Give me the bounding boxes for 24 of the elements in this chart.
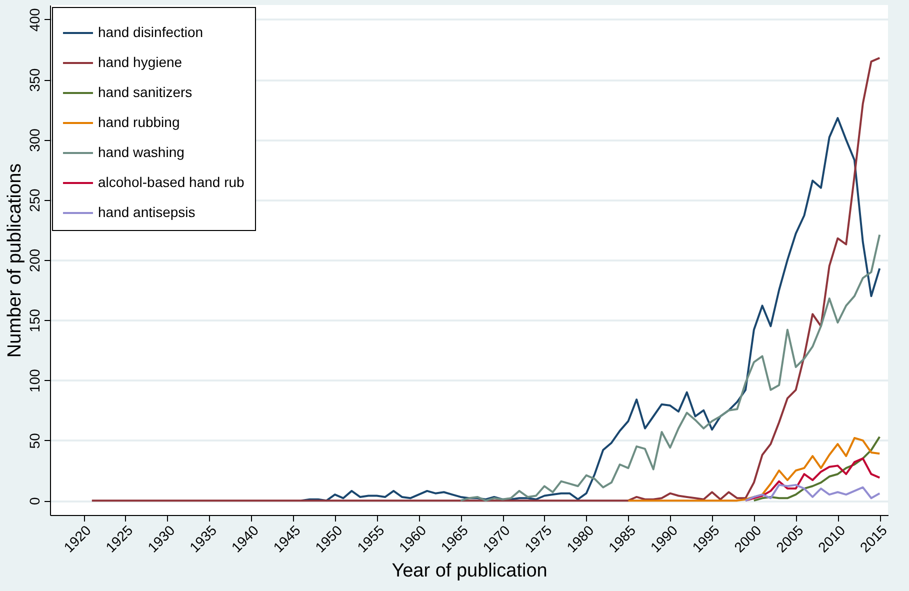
y-tick-label: 0 <box>26 496 42 505</box>
line-series <box>744 484 881 502</box>
line-series <box>90 56 881 502</box>
y-tick-label: 250 <box>26 188 42 212</box>
legend-label: hand antisepsis <box>98 204 196 220</box>
y-tick-label: 50 <box>26 432 42 449</box>
legend-label: alcohol-based hand rub <box>98 174 245 190</box>
y-tick-label: 350 <box>26 68 42 92</box>
line-series <box>460 234 881 502</box>
legend-label: hand rubbing <box>98 114 180 130</box>
y-tick-label: 200 <box>26 248 42 272</box>
y-tick-label: 300 <box>26 128 42 152</box>
y-tick-label: 400 <box>26 8 42 32</box>
line-series <box>752 436 881 502</box>
legend-label: hand sanitizers <box>98 84 192 100</box>
line-series <box>744 457 881 502</box>
y-tick-label: 100 <box>26 368 42 392</box>
y-axis-title: Number of publications <box>4 163 26 358</box>
legend-label: hand hygiene <box>98 54 182 70</box>
x-axis-title: Year of publication <box>392 560 548 582</box>
y-tick-label: 150 <box>26 308 42 332</box>
legend-label: hand disinfection <box>98 24 204 40</box>
legend-label: hand washing <box>98 144 184 160</box>
line-series <box>627 437 881 502</box>
